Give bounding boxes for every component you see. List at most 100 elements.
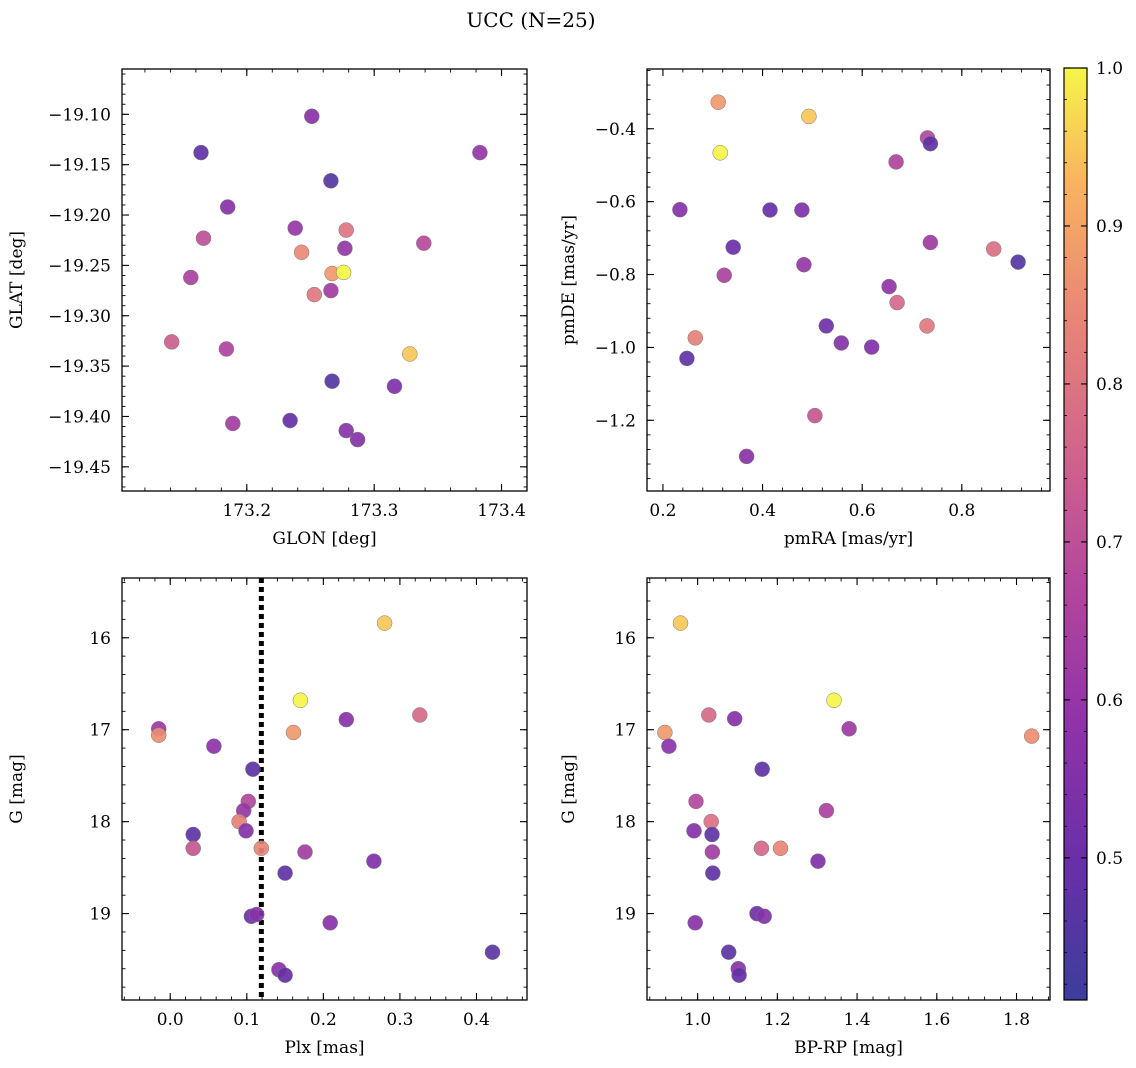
- x-tick-label: 173.3: [350, 501, 399, 521]
- x-tick-label: 0.6: [849, 501, 876, 521]
- data-point: [306, 286, 323, 303]
- panel-top-left: 173.2 173.3 173.4 −19.10 −19.15 −19.20 −19.25 −…: [7, 68, 528, 549]
- data-point: [282, 412, 298, 429]
- data-point: [183, 269, 199, 286]
- data-point: [338, 422, 354, 439]
- data-point: [731, 967, 747, 983]
- colorbar-tick-label: 0.7: [1096, 533, 1123, 553]
- x-tick-label: 0.2: [310, 1010, 337, 1030]
- data-point: [277, 967, 293, 983]
- data-point: [863, 339, 880, 355]
- x-tick-label: 1.0: [684, 1010, 711, 1030]
- data-point: [688, 793, 704, 810]
- y-tick-label: −19.10: [48, 105, 111, 125]
- data-point: [710, 94, 726, 110]
- data-point: [712, 145, 728, 161]
- data-point: [756, 908, 772, 925]
- data-point: [801, 108, 817, 125]
- y-tick-label: 19: [89, 905, 111, 925]
- y-tick-label: −19.15: [48, 156, 111, 176]
- data-point: [219, 199, 236, 215]
- data-point: [185, 840, 201, 857]
- data-point: [772, 840, 789, 857]
- x-tick-label: 1.8: [1003, 1010, 1030, 1030]
- plot-frame: [121, 68, 528, 492]
- data-point: [889, 294, 905, 311]
- data-point: [472, 144, 488, 161]
- colorbar-tick-label: 0.9: [1096, 217, 1123, 237]
- x-axis-label: Plx [mas]: [284, 1038, 364, 1058]
- data-point: [704, 826, 720, 843]
- data-point: [679, 350, 695, 367]
- data-point: [841, 721, 857, 737]
- data-point: [337, 240, 353, 257]
- y-axis-label: GLAT [deg]: [7, 231, 27, 329]
- data-point: [657, 724, 673, 741]
- x-tick-label: 0.4: [463, 1010, 490, 1030]
- data-point: [818, 318, 835, 334]
- data-point: [376, 615, 393, 631]
- data-point: [386, 378, 403, 395]
- x-tick-label: 0.8: [948, 501, 975, 521]
- y-tick-label: −0.4: [595, 120, 636, 140]
- data-point: [753, 840, 770, 857]
- y-tick-label: 19: [614, 905, 636, 925]
- x-axis-label: BP-RP [mag]: [794, 1038, 903, 1058]
- x-tick-label: 0.0: [157, 1010, 184, 1030]
- data-point: [672, 201, 688, 218]
- data-point: [704, 844, 721, 860]
- data-point: [888, 154, 904, 170]
- data-point: [304, 108, 320, 125]
- data-point: [412, 707, 428, 723]
- data-point: [248, 906, 265, 923]
- colorbar-tick-label: 0.8: [1096, 375, 1123, 395]
- data-point: [716, 267, 732, 284]
- x-tick-label: 0.1: [233, 1010, 260, 1030]
- data-point: [195, 230, 212, 246]
- y-tick-label: 16: [89, 629, 111, 649]
- panel-bottom-right: 1.0 1.2 1.4 1.6 1.8 16 17 18 19 BP-RP [mag] G [mag…: [559, 577, 1051, 1058]
- x-tick-label: 173.2: [222, 501, 271, 521]
- x-tick-label: 0.4: [749, 501, 776, 521]
- y-tick-label: 17: [89, 721, 111, 741]
- data-point: [807, 407, 823, 424]
- data-point: [322, 915, 338, 931]
- y-axis-label: pmDE [mas/yr]: [559, 215, 579, 345]
- data-point: [338, 711, 355, 728]
- data-point: [881, 278, 897, 295]
- data-point: [922, 234, 939, 251]
- data-point: [185, 826, 201, 843]
- data-point: [206, 738, 222, 754]
- colorbar-tick-label: 1.0: [1096, 59, 1123, 79]
- y-tick-label: −19.45: [48, 458, 111, 478]
- panel-top-right: 0.2 0.4 0.6 0.8 −0.4 −0.6 −0.8 −1.0 −1.2 pmRA [ma…: [559, 68, 1051, 549]
- data-point: [287, 220, 303, 236]
- y-axis-label: G [mag]: [559, 754, 579, 823]
- data-point: [687, 330, 704, 346]
- x-axis-label: pmRA [mas/yr]: [784, 529, 913, 549]
- x-tick-label: 0.3: [386, 1010, 413, 1030]
- data-point: [285, 724, 302, 741]
- plot-frame: [646, 68, 1051, 492]
- x-tick-label: 173.4: [477, 501, 526, 521]
- data-point: [293, 244, 310, 261]
- y-tick-label: 17: [614, 721, 636, 741]
- data-point: [826, 692, 842, 709]
- colorbar-tick-label: 0.6: [1096, 691, 1123, 711]
- data-point: [762, 202, 778, 218]
- data-point: [833, 335, 850, 351]
- data-point: [292, 692, 309, 709]
- data-point: [218, 341, 235, 357]
- data-point: [297, 844, 313, 860]
- data-point: [323, 173, 339, 189]
- y-tick-label: −1.0: [595, 338, 636, 358]
- data-point: [238, 823, 254, 839]
- data-point: [253, 840, 270, 857]
- y-tick-label: 18: [614, 813, 636, 833]
- data-point: [1023, 728, 1040, 744]
- y-tick-label: −19.30: [48, 307, 111, 327]
- data-point: [738, 448, 755, 465]
- y-tick-label: 18: [89, 813, 111, 833]
- data-point: [985, 241, 1002, 257]
